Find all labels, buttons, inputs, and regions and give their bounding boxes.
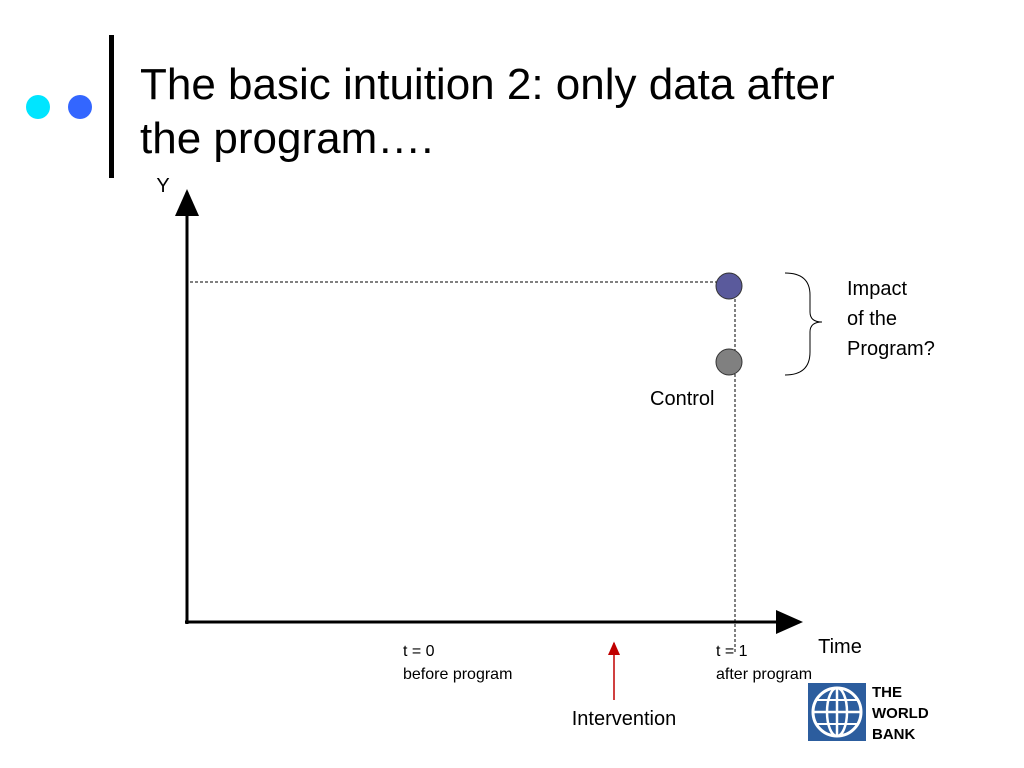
t1-label: t = 1: [716, 643, 748, 660]
control-label: Control: [650, 388, 714, 410]
x-axis-label: Time: [818, 636, 862, 658]
impact-label: Program?: [847, 338, 935, 360]
bullet: [68, 95, 92, 119]
logo: THE WORLD BANK: [808, 683, 929, 743]
t0-label: t = 0: [403, 643, 435, 660]
logo-text: THE: [872, 684, 902, 701]
bullet: [26, 95, 50, 119]
t0-caption: before program: [403, 666, 512, 683]
logo-text: WORLD: [872, 705, 929, 722]
slide-title: The basic intuition 2: only data after t…: [140, 60, 835, 163]
control-point: [715, 348, 743, 376]
treatment-point: [715, 272, 743, 300]
brace: [784, 272, 823, 376]
y-axis-label: Y: [156, 175, 169, 197]
logo-text: BANK: [872, 726, 915, 743]
intervention-label: Intervention: [572, 708, 677, 730]
t1-caption: after program: [716, 666, 812, 683]
divider: [109, 35, 114, 178]
impact-label: Impact: [847, 278, 907, 300]
impact-label: of the: [847, 308, 897, 330]
